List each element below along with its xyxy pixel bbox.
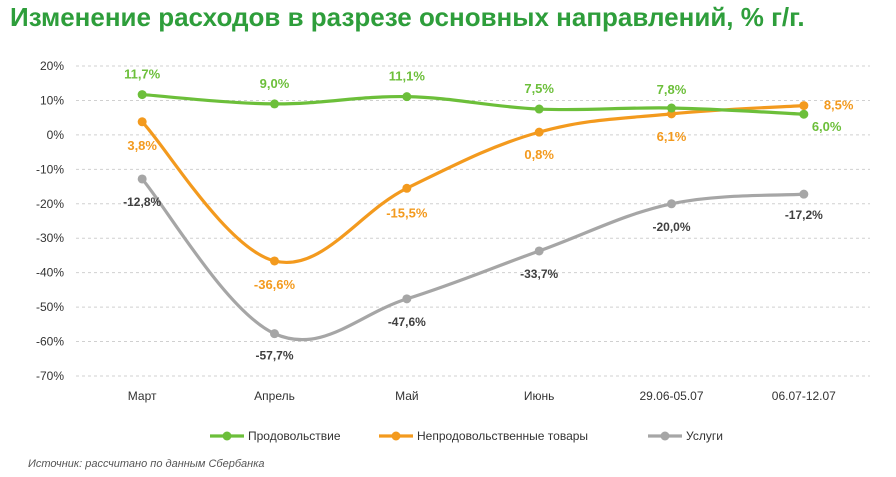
x-tick-label: 06.07-12.07 — [772, 389, 836, 403]
chart-title: Изменение расходов в разрезе основных на… — [10, 2, 805, 32]
line-chart: 20% 10% 0% -10% -20% -30% -40% -50% -60% -70% Мар… — [36, 59, 870, 443]
data-point — [270, 256, 279, 266]
y-tick-label: -60% — [36, 335, 64, 349]
legend-marker — [391, 431, 401, 441]
series-points — [137, 90, 809, 339]
data-label: 6,0% — [812, 119, 842, 134]
series-line — [140, 92, 806, 116]
data-label: 8,5% — [824, 98, 854, 113]
data-point — [534, 104, 544, 114]
y-axis-ticks: 20% 10% 0% -10% -20% -30% -40% -50% -60% -70% — [36, 59, 64, 383]
data-point — [270, 329, 279, 339]
data-point — [137, 174, 147, 184]
data-point — [534, 246, 544, 256]
data-label: -17,2% — [785, 208, 823, 222]
series-lines — [140, 92, 806, 342]
data-point — [137, 117, 147, 127]
y-tick-label: -30% — [36, 231, 64, 245]
data-point — [667, 103, 676, 113]
data-label: 0,8% — [524, 147, 554, 162]
y-tick-label: -50% — [36, 300, 64, 314]
legend-label: Услуги — [686, 429, 723, 443]
data-label: -36,6% — [254, 277, 296, 292]
y-tick-label: 10% — [40, 93, 64, 107]
legend-label: Непродовольственные товары — [417, 429, 588, 443]
y-tick-label: 20% — [40, 59, 64, 73]
x-axis-ticks: Март Апрель Май Июнь 29.06-05.07 06.07-12.07 — [128, 389, 836, 403]
legend-label: Продовольствие — [248, 429, 341, 443]
data-point — [667, 199, 676, 209]
data-point — [270, 99, 279, 109]
x-tick-label: Апрель — [254, 389, 295, 403]
data-point — [799, 109, 809, 119]
x-tick-label: 29.06-05.07 — [639, 389, 703, 403]
data-label: 9,0% — [260, 76, 290, 91]
data-label: -57,7% — [255, 349, 293, 363]
y-tick-label: -40% — [36, 266, 64, 280]
data-label: 11,1% — [389, 69, 426, 84]
data-label: -47,6% — [388, 315, 426, 329]
data-point — [137, 90, 147, 100]
series-line — [140, 104, 806, 265]
data-label: 3,8% — [127, 138, 157, 153]
legend-marker — [222, 431, 232, 441]
x-tick-label: Май — [395, 389, 419, 403]
legend-marker — [660, 431, 670, 441]
data-point — [402, 92, 412, 102]
legend: Продовольствие Непродовольственные товары… — [210, 429, 723, 443]
source-note: Источник: рассчитано по данным Сбербанка — [28, 458, 265, 470]
data-point — [799, 101, 809, 111]
data-point — [534, 127, 544, 137]
data-label: 7,8% — [657, 82, 687, 97]
data-point — [799, 189, 809, 199]
y-tick-label: -10% — [36, 162, 64, 176]
y-tick-label: 0% — [47, 128, 65, 142]
data-label: -12,8% — [123, 195, 161, 209]
y-tick-label: -70% — [36, 369, 64, 383]
data-label: 7,5% — [524, 81, 554, 96]
data-label: 6,1% — [657, 129, 687, 144]
data-labels: -12,8% -57,7% -47,6% -33,7% -20,0% -17,2% 3,8%… — [123, 67, 854, 363]
x-tick-label: Июнь — [524, 389, 555, 403]
series-line — [140, 177, 806, 342]
grid — [76, 65, 870, 377]
data-label: -15,5% — [386, 205, 428, 220]
data-label: -33,7% — [520, 267, 558, 281]
data-point — [402, 183, 412, 193]
data-label: -20,0% — [652, 220, 690, 234]
data-point — [402, 294, 412, 304]
y-tick-label: -20% — [36, 197, 64, 211]
data-label: 11,7% — [124, 67, 161, 82]
x-tick-label: Март — [128, 389, 157, 403]
